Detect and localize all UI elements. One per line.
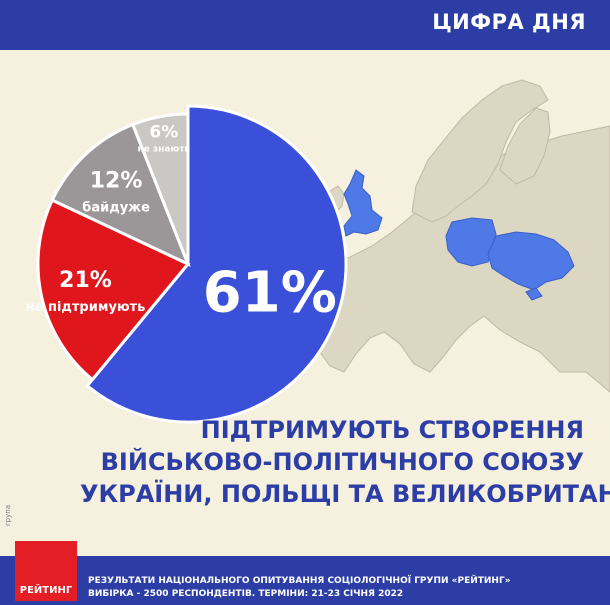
footer-line-2: ВИБІРКА - 2500 РЕСПОНДЕНТІВ. ТЕРМІНИ: 21…: [88, 589, 404, 599]
header-title: ЦИФРА ДНЯ: [432, 10, 586, 34]
pie-label-1: 61%: [203, 260, 337, 325]
headline: ПІДТРИМУЮТЬ СТВОРЕННЯ ВІЙСЬКОВО-ПОЛІТИЧН…: [80, 414, 610, 510]
pie-slice-unknown: [130, 112, 190, 265]
map-great-britain: [343, 169, 383, 237]
headline-line-1: ПІДТРИМУЮТЬ СТВОРЕННЯ: [200, 416, 584, 444]
logo-text: РЕЙТИНГ: [19, 585, 73, 596]
pie-sublabel-2: не підтримують: [26, 300, 146, 315]
pie-label-4: 6%: [149, 122, 178, 142]
pie-sublabel-3: байдуже: [82, 201, 150, 216]
pie-sublabel-4: не знають: [137, 144, 190, 154]
map-scandinavia: [411, 79, 549, 223]
map-ukraine: [487, 231, 575, 291]
footer-line-1: РЕЗУЛЬТАТИ НАЦІОНАЛЬНОГО ОПИТУВАННЯ СОЦІ…: [88, 576, 511, 586]
pie-label-3: 12%: [90, 169, 143, 194]
map-crimea: [525, 287, 543, 301]
pie-slice-oppose: [36, 198, 191, 382]
header-bar: ЦИФРА ДНЯ: [0, 0, 610, 50]
logo-side-text: група: [4, 504, 12, 526]
footer-bar: [0, 556, 610, 605]
rating-logo: РЕЙТИНГ: [15, 541, 77, 601]
pie-label-2: 21%: [59, 268, 112, 293]
map-finland: [499, 107, 551, 185]
pie-slice-support: [85, 104, 348, 424]
europe-map: [293, 79, 610, 393]
pie-slice-indifferent: [50, 122, 191, 267]
headline-line-3: УКРАЇНИ, ПОЛЬЩІ ТА ВЕЛИКОБРИТАНІЇ: [80, 480, 610, 508]
map-poland: [445, 217, 497, 267]
headline-line-2: ВІЙСЬКОВО-ПОЛІТИЧНОГО СОЮЗУ: [100, 448, 584, 476]
